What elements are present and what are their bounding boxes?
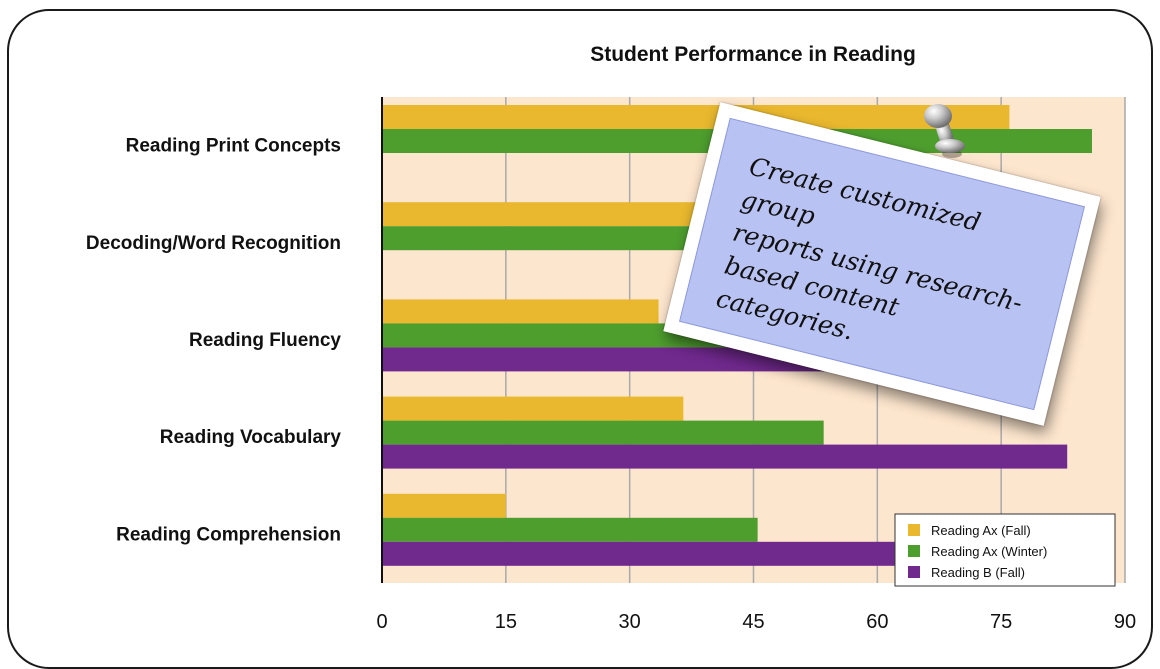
- chart-title: Student Performance in Reading: [590, 43, 916, 66]
- legend-label: Reading Ax (Winter): [931, 544, 1047, 559]
- x-tick-label: 60: [866, 611, 888, 633]
- legend: Reading Ax (Fall) Reading Ax (Winter) Read…: [894, 513, 1116, 587]
- legend-label: Reading B (Fall): [931, 565, 1025, 580]
- bar-1: [382, 493, 506, 518]
- push-pin-icon: [924, 104, 965, 158]
- bar-1: [382, 105, 1010, 129]
- x-tick-label: 90: [1114, 611, 1136, 633]
- category-label: Reading Comprehension: [116, 524, 341, 545]
- category-label: Reading Print Concepts: [126, 136, 341, 157]
- legend-swatch: [908, 524, 920, 536]
- legend-box: [894, 513, 1116, 587]
- legend-label: Reading Ax (Fall): [931, 523, 1031, 538]
- legend-swatch: [908, 566, 920, 578]
- bar-2: [382, 420, 824, 445]
- category-label: Decoding/Word Recognition: [86, 233, 341, 254]
- category-label: Reading Vocabulary: [160, 427, 342, 448]
- x-tick-label: 0: [376, 611, 387, 633]
- bar-2: [382, 517, 758, 542]
- bar-3: [382, 444, 1068, 469]
- bar-1: [382, 396, 684, 421]
- category-labels: Reading Print Concepts Decoding/Word Reco…: [86, 136, 342, 546]
- x-tick-label: 15: [495, 611, 517, 633]
- x-tick-labels: 0 15 30 45 60 75 90: [376, 611, 1136, 633]
- x-tick-label: 45: [742, 611, 764, 633]
- x-tick-label: 30: [619, 611, 641, 633]
- category-label: Reading Fluency: [189, 330, 341, 351]
- bar-1: [382, 299, 659, 324]
- x-tick-label: 75: [990, 611, 1012, 633]
- legend-swatch: [908, 545, 920, 557]
